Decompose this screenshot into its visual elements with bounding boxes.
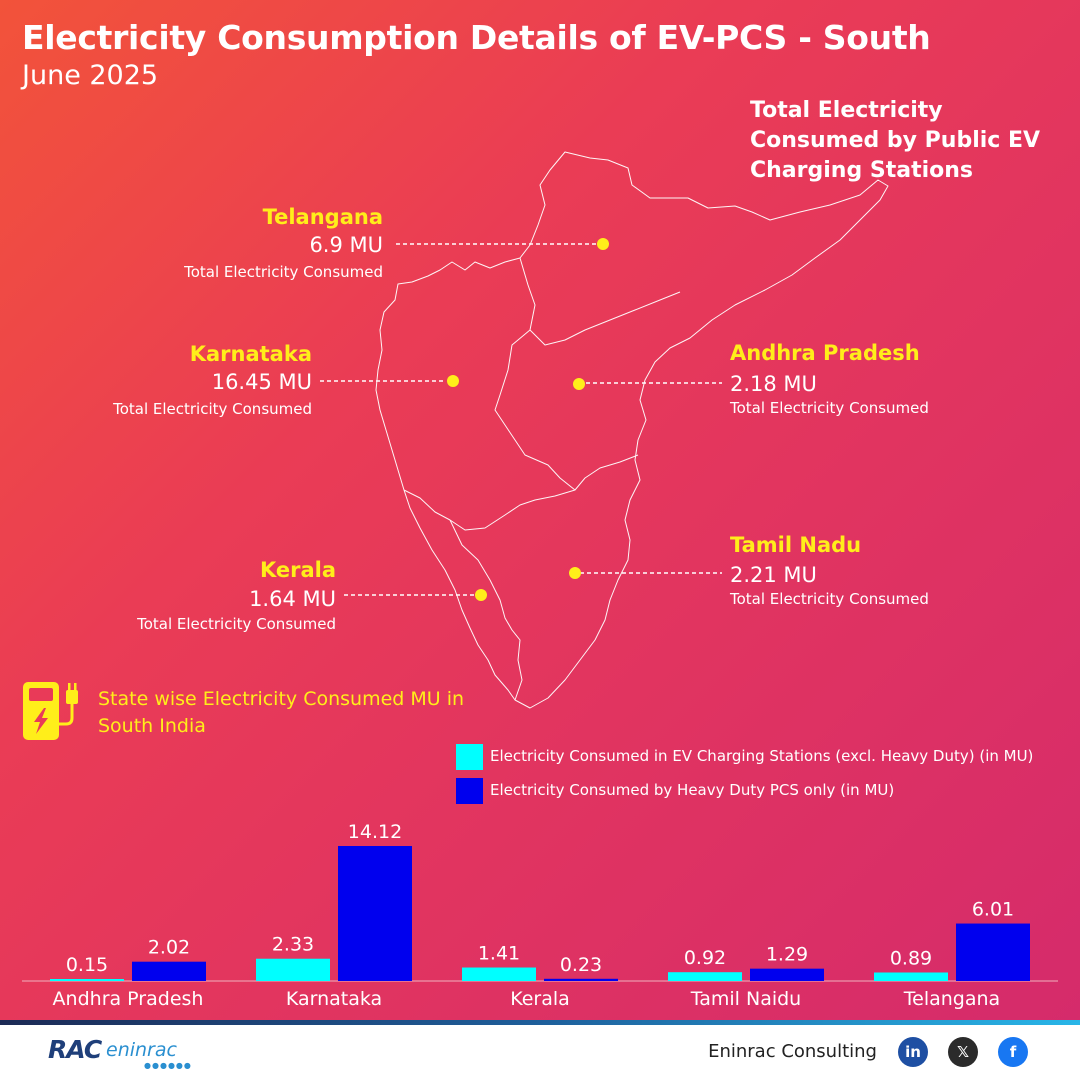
marker-karnataka [447, 375, 459, 387]
map-outline [375, 151, 889, 709]
page-title: Electricity Consumption Details of EV-PC… [22, 18, 931, 57]
data-label-1-telangana: 0.89 [890, 947, 932, 969]
map-border-kerala [449, 519, 523, 701]
state-name-andhra: Andhra Pradesh [730, 341, 920, 365]
map-heading: Total Electricity Consumed by Public EV … [750, 98, 1041, 183]
state-value-telangana: 6.9 MU [309, 233, 383, 257]
marker-tamilnadu [569, 567, 581, 579]
bar-2-karnataka [338, 846, 412, 981]
category-label-telangana: Telangana [903, 988, 1000, 1010]
state-caption-tamilnadu: Total Electricity Consumed [730, 590, 929, 608]
eninrac-logo: RAC eninrac ●●●●●● [48, 1033, 191, 1073]
facebook-icon[interactable]: f [998, 1037, 1028, 1067]
data-label-2-kerala: 0.23 [560, 954, 602, 976]
state-value-tamilnadu: 2.21 MU [730, 563, 817, 587]
company-name: Eninrac Consulting [708, 1041, 877, 1062]
legend-swatch-series-1 [456, 744, 483, 770]
bar-1-karnataka [256, 958, 330, 981]
bar-chart: 0.15 2.02 Andhra Pradesh 2.33 14.12 Karnataka… [22, 821, 1058, 1010]
bar-1-kerala [462, 967, 536, 981]
data-label-1-andhra-pradesh: 0.15 [66, 954, 108, 976]
linkedin-icon[interactable]: in [898, 1037, 928, 1067]
state-name-kerala: Kerala [259, 558, 336, 582]
south-india-map [375, 151, 889, 709]
state-caption-telangana: Total Electricity Consumed [184, 263, 383, 281]
map-border-telangana [519, 257, 681, 346]
state-caption-kerala: Total Electricity Consumed [137, 615, 336, 633]
data-label-2-tamil-naidu: 1.29 [766, 944, 808, 966]
logo-primary-text: RAC [48, 1035, 102, 1064]
section-title: State wise Electricity Consumed MU in So… [98, 688, 465, 737]
state-value-karnataka: 16.45 MU [211, 370, 312, 394]
map-border-south [403, 489, 576, 531]
bar-1-tamil-naidu [668, 972, 742, 981]
bar-2-telangana [956, 923, 1030, 981]
legend-label-series-2: Electricity Consumed by Heavy Duty PCS o… [490, 781, 895, 799]
marker-andhra [573, 378, 585, 390]
logo-dots: ●●●●●● [144, 1061, 192, 1070]
footer-band [0, 1020, 1080, 1025]
legend-label-series-1: Electricity Consumed in EV Charging Stat… [490, 747, 1034, 765]
data-label-1-tamil-naidu: 0.92 [684, 947, 726, 969]
page-subtitle: June 2025 [22, 60, 159, 91]
data-label-2-telangana: 6.01 [972, 899, 1014, 921]
category-label-karnataka: Karnataka [286, 988, 382, 1010]
legend-swatch-series-2 [456, 778, 483, 804]
bar-1-telangana [874, 972, 948, 981]
page-background [0, 0, 1080, 1020]
bar-2-andhra-pradesh [132, 961, 206, 981]
ev-charger-icon [23, 682, 78, 740]
state-value-andhra: 2.18 MU [730, 372, 817, 396]
state-value-kerala: 1.64 MU [249, 587, 336, 611]
bar-1-andhra-pradesh [50, 979, 124, 981]
map-border-karnataka-ap [494, 329, 639, 491]
marker-telangana [597, 238, 609, 250]
state-name-karnataka: Karnataka [189, 342, 312, 366]
x-icon[interactable]: 𝕏 [948, 1037, 978, 1067]
category-label-tamil-naidu: Tamil Naidu [690, 988, 801, 1010]
data-label-1-kerala: 1.41 [478, 943, 520, 965]
category-label-kerala: Kerala [510, 988, 570, 1010]
bar-2-kerala [544, 978, 618, 981]
data-label-1-karnataka: 2.33 [272, 934, 314, 956]
category-label-andhra-pradesh: Andhra Pradesh [53, 988, 204, 1010]
logo-secondary-text: eninrac [106, 1039, 177, 1061]
data-label-2-andhra-pradesh: 2.02 [148, 937, 190, 959]
data-label-2-karnataka: 14.12 [348, 821, 402, 843]
state-name-telangana: Telangana [262, 205, 383, 229]
state-caption-andhra: Total Electricity Consumed [730, 399, 929, 417]
marker-kerala [475, 589, 487, 601]
bar-2-tamil-naidu [750, 968, 824, 981]
state-caption-karnataka: Total Electricity Consumed [113, 400, 312, 418]
state-name-tamilnadu: Tamil Nadu [730, 533, 862, 557]
